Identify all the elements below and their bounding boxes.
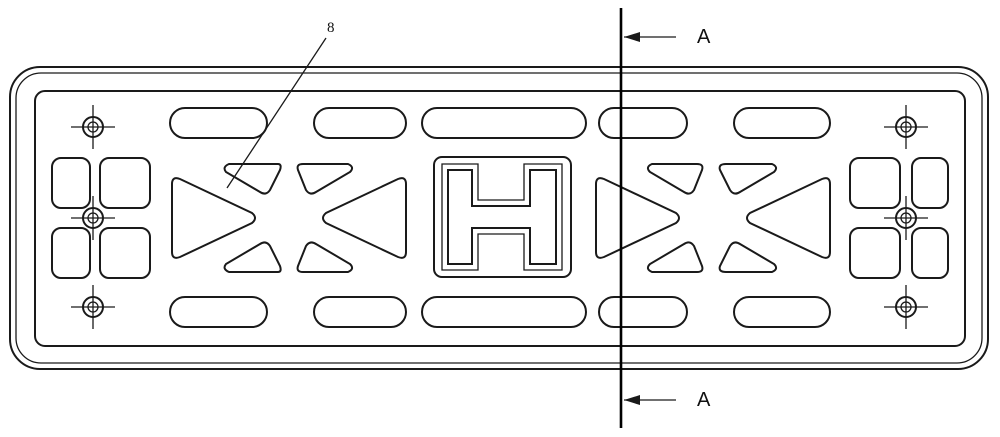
slot-bottom-2 [313, 296, 407, 328]
section-arrow-bottom [624, 395, 676, 405]
slot-top-1 [169, 107, 268, 139]
section-arrow-top [624, 32, 676, 42]
callout-leader-line [226, 37, 327, 189]
section-label-bottom: A [697, 389, 711, 411]
slot-bottom-3 [421, 296, 587, 328]
mounting-hole-top-left [71, 105, 115, 149]
plate-inner-border [34, 90, 966, 347]
square-left-3 [51, 227, 91, 279]
square-left-4 [99, 227, 151, 279]
slot-bottom-1 [169, 296, 268, 328]
callout-part-number: 8 [327, 20, 335, 36]
section-label-top: A [697, 26, 711, 48]
slot-top-5 [733, 107, 831, 139]
triangle-left-pointing-right [171, 177, 256, 259]
mounting-hole-top-right [884, 105, 928, 149]
slot-bottom-5 [733, 296, 831, 328]
mounting-hole-bottom-left [71, 285, 115, 329]
plate-outer-edge-inner-line [15, 72, 983, 364]
triangle-right-pointing-left [746, 177, 831, 259]
slot-bottom-4 [598, 296, 688, 328]
mounting-hole-mid-left [71, 196, 115, 240]
h-emblem [433, 156, 572, 278]
slot-top-4 [598, 107, 688, 139]
slot-top-3 [421, 107, 587, 139]
square-left-2 [99, 157, 151, 209]
small-triangle-right-4 [718, 241, 778, 273]
triangle-right-pointing-right [595, 177, 680, 259]
small-triangle-right-1 [646, 163, 704, 195]
square-right-3 [849, 227, 901, 279]
mounting-hole-mid-right [884, 196, 928, 240]
mounting-hole-bottom-right [884, 285, 928, 329]
plate-outer-edge [9, 66, 989, 370]
square-right-4 [911, 227, 949, 279]
square-left-1 [51, 157, 91, 209]
square-right-2 [911, 157, 949, 209]
triangle-left-pointing-left [322, 177, 407, 259]
small-triangle-left-4 [296, 241, 354, 273]
small-triangle-right-2 [718, 163, 778, 195]
small-triangle-left-2 [296, 163, 354, 195]
small-triangle-right-3 [646, 241, 704, 273]
small-triangle-left-3 [223, 241, 282, 273]
small-triangle-left-1 [223, 163, 282, 195]
slot-top-2 [313, 107, 407, 139]
square-right-1 [849, 157, 901, 209]
